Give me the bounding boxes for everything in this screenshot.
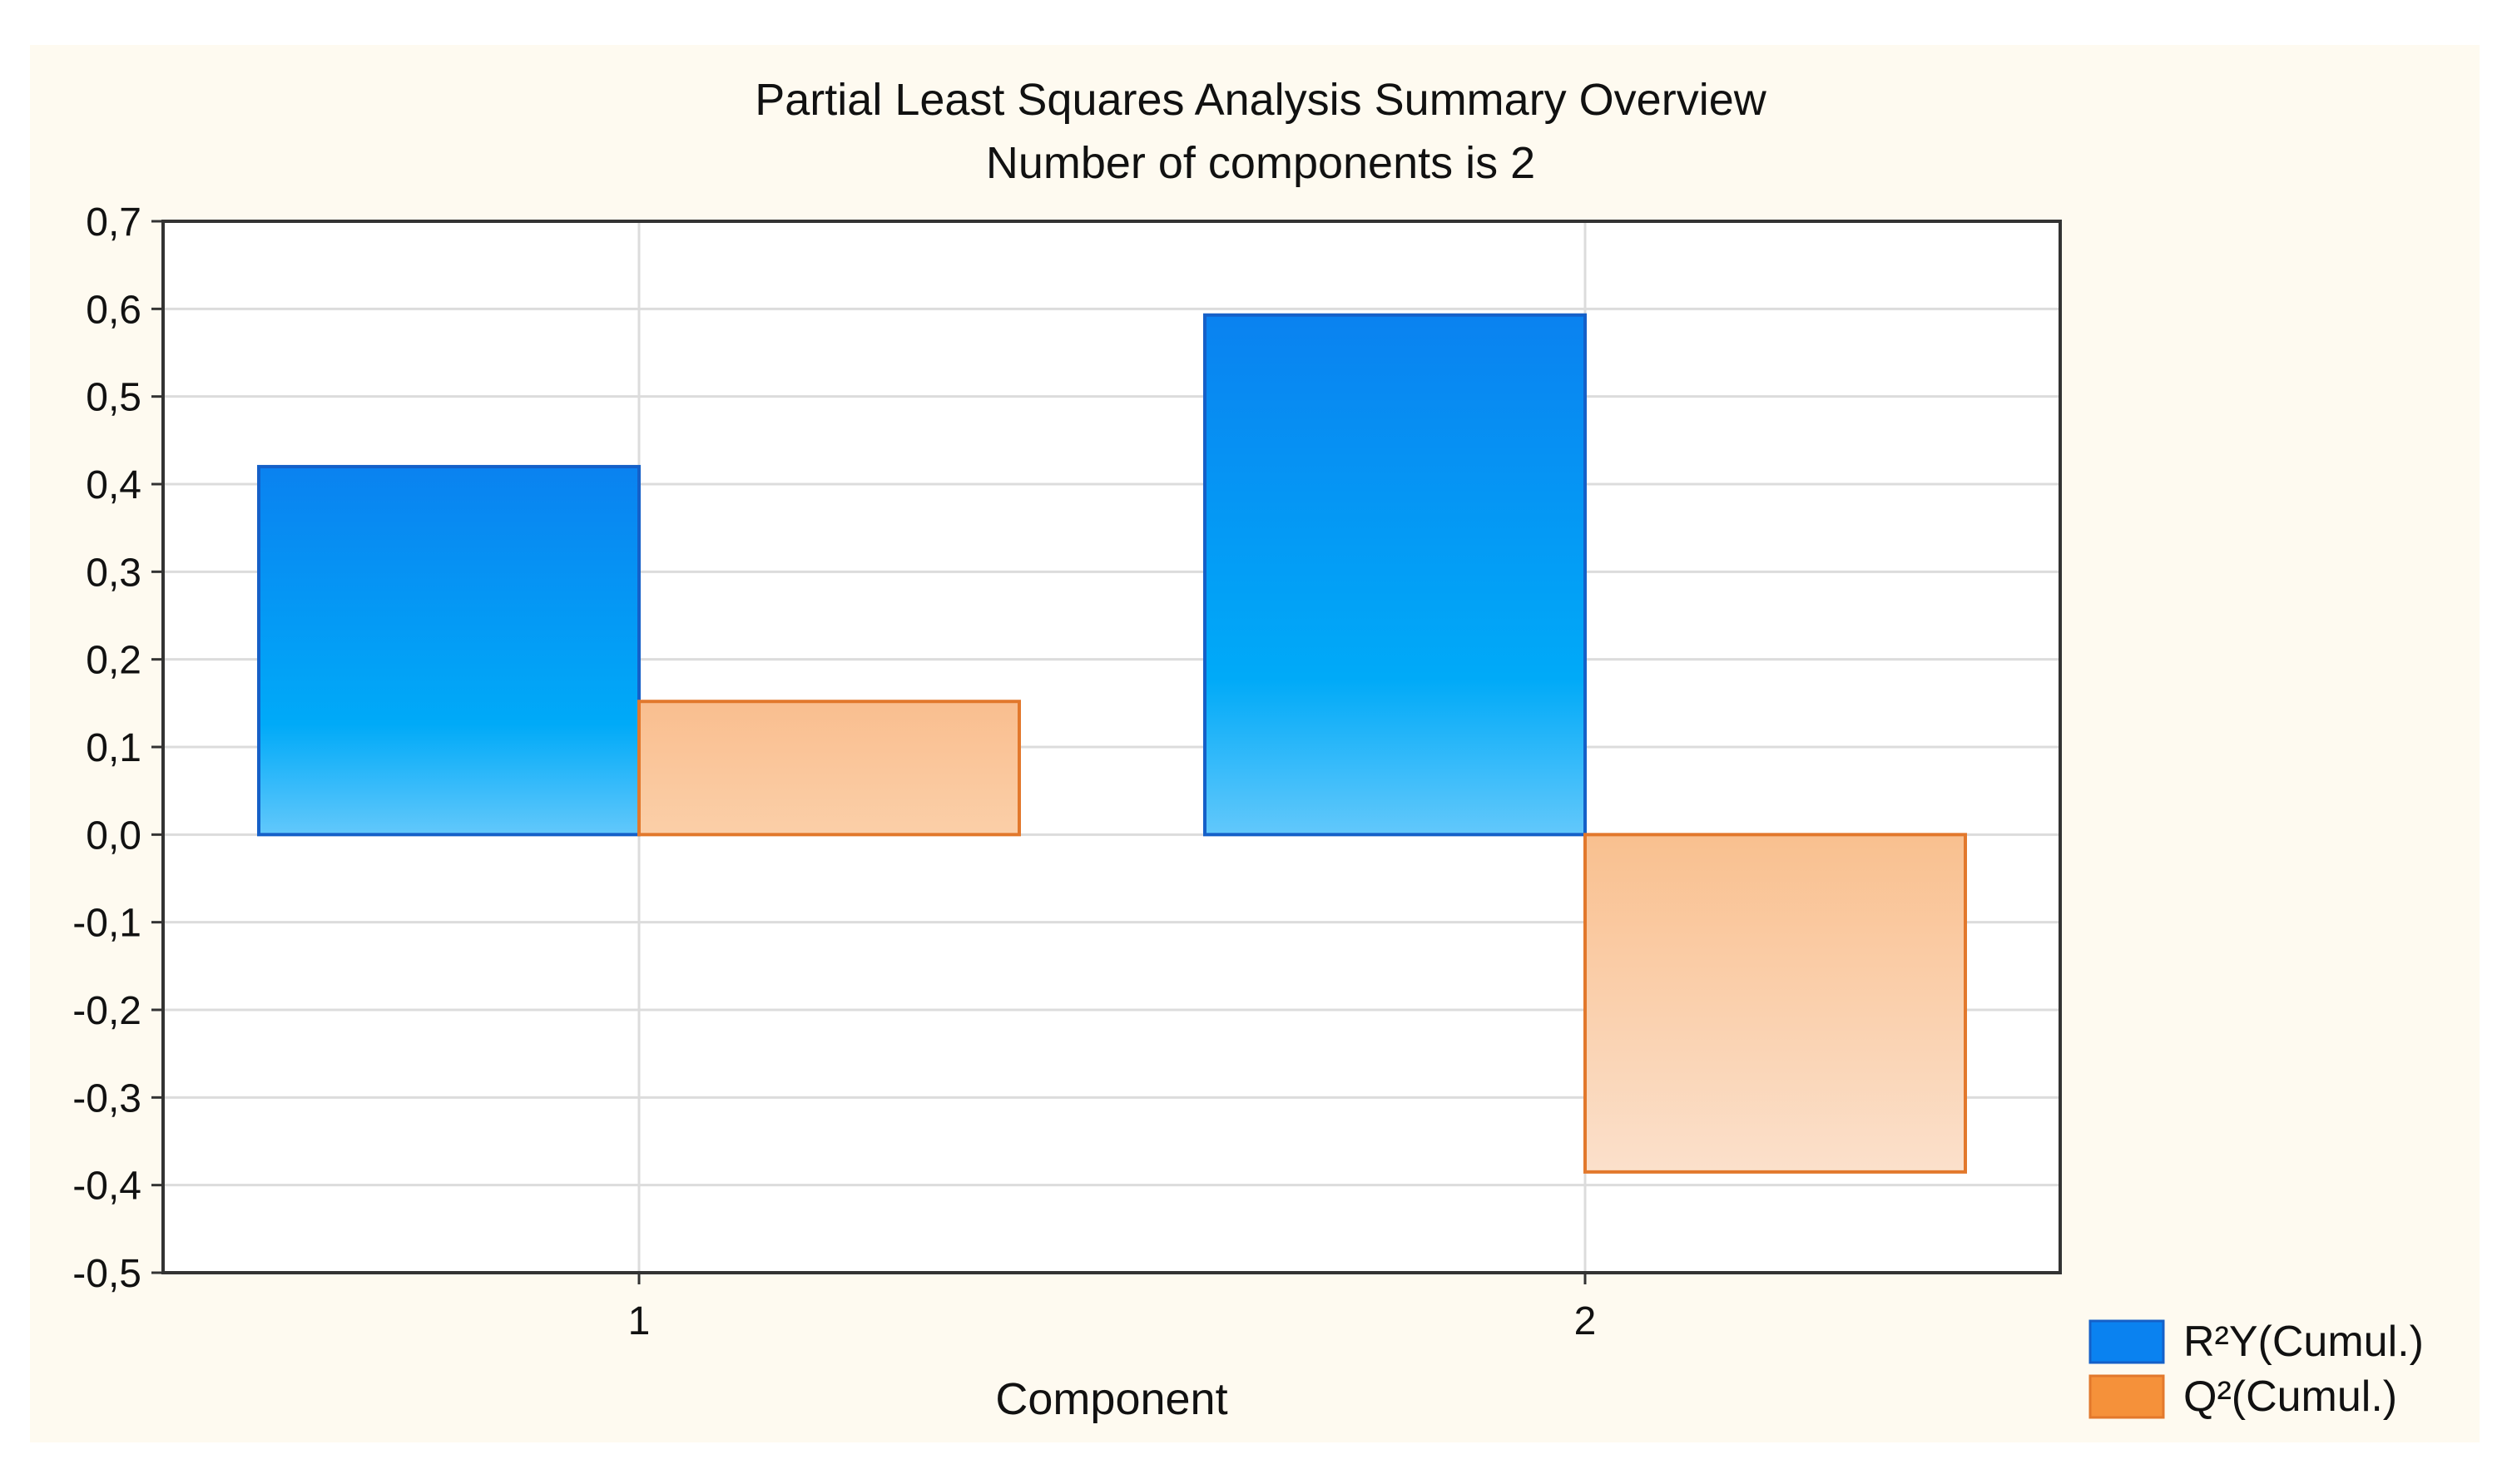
y-tick-label: 0,5 — [86, 376, 141, 420]
bars — [257, 313, 1967, 1174]
y-tick-label: -0,4 — [72, 1165, 141, 1209]
y-tick-label: 0,6 — [86, 288, 141, 332]
y-tick-label: 0,0 — [86, 814, 141, 858]
x-tick-label: 1 — [628, 1299, 651, 1343]
legend-swatch-q2 — [2088, 1374, 2165, 1419]
legend-label-r2y: R²Y(Cumul.) — [2183, 1318, 2424, 1366]
y-tick-label: -0,1 — [72, 902, 141, 946]
y-tick-label: 0,7 — [86, 200, 141, 245]
y-tick-label: -0,5 — [72, 1252, 141, 1296]
y-tick-label: 0,1 — [86, 726, 141, 770]
chart-title: Partial Least Squares Analysis Summary O… — [755, 75, 1766, 125]
x-tick-label: 2 — [1574, 1299, 1597, 1343]
y-tick-label: -0,3 — [72, 1076, 141, 1120]
y-tick-label: 0,4 — [86, 463, 141, 507]
bar-q2-component-2 — [1583, 833, 1967, 1174]
legend-label-q2: Q²(Cumul.) — [2183, 1373, 2397, 1421]
y-tick-label: -0,2 — [72, 989, 141, 1033]
y-axis-ticks: 0,7 0,6 0,5 0,4 0,3 0,2 0,1 0,0 -0,1 -0,2 -0,3 -0,4… — [72, 200, 163, 1296]
chart-subtitle: Number of components is 2 — [986, 138, 1535, 188]
legend: R²Y(Cumul.) Q²(Cumul.) — [2088, 1318, 2424, 1421]
y-tick-label: 0,2 — [86, 639, 141, 683]
bar-r2y-component-1 — [257, 464, 641, 837]
bar-q2-component-1 — [637, 700, 1021, 837]
x-axis-label: Component — [995, 1374, 1227, 1424]
y-tick-label: 0,3 — [86, 551, 141, 595]
bar-r2y-component-2 — [1203, 313, 1587, 837]
legend-swatch-r2y — [2088, 1319, 2165, 1364]
